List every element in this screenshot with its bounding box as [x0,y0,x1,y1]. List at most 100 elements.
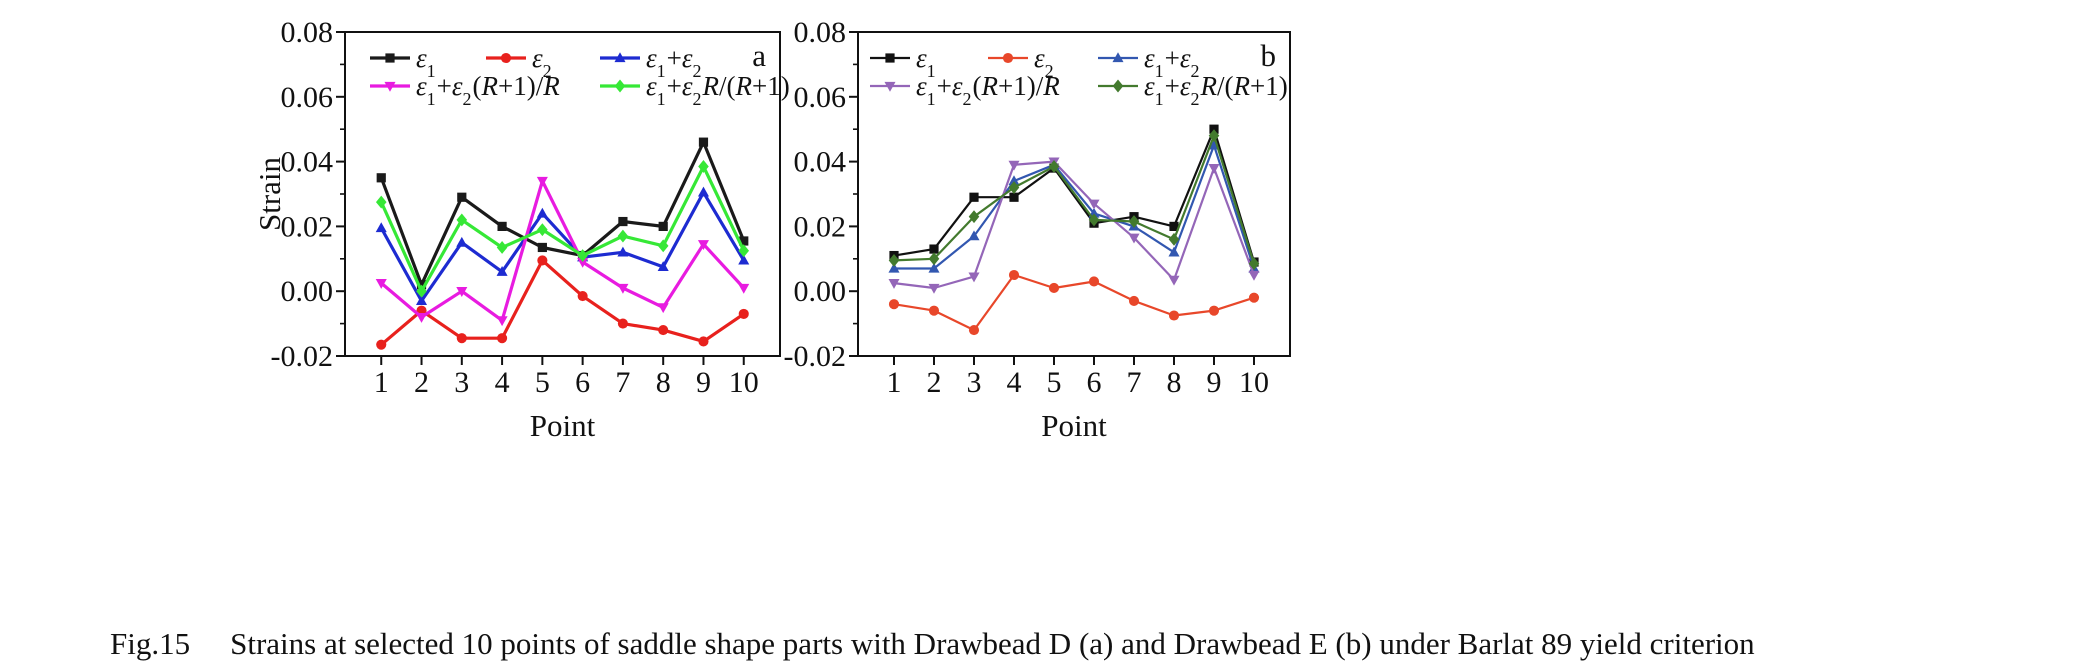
data-point [888,253,900,267]
data-point [456,213,468,227]
x-tick-label: 1 [374,366,389,399]
panel-label: a [752,38,766,73]
x-tick-label: 9 [1207,366,1222,399]
data-point [1088,213,1100,227]
legend-marker [884,81,896,92]
data-point [1168,275,1180,286]
series-line [893,134,1256,265]
legend-marker [384,81,396,92]
caption-label: Fig.15 [110,626,191,661]
data-point [497,333,508,344]
data-point [888,299,900,310]
legend-entry-label: ε1 [916,43,936,81]
data-point [1128,295,1140,306]
series-line [380,258,745,346]
legend-marker [885,53,895,63]
data-point [1168,246,1180,257]
series-line [893,128,1256,263]
data-point [1208,163,1220,174]
x-tick-label: 3 [454,366,469,399]
data-point [1008,269,1020,281]
data-point [577,291,588,302]
data-point [537,223,548,237]
y-axis-label: Strain [252,156,287,231]
data-point [929,244,939,254]
series-line [894,144,1256,270]
y-tick-label: 0.08 [794,16,847,49]
y-tick-label: 0.06 [794,81,847,114]
data-point [577,249,588,262]
data-point [1248,270,1260,281]
legend-entry-label: ε1+ε2(R+1)/R [916,71,1060,109]
legend-entry-label: ε1 [416,43,436,81]
data-point [968,210,980,224]
data-point [416,295,428,306]
data-point [617,283,629,294]
figure-caption: Fig.15 Strains at selected 10 points of s… [110,626,1755,662]
data-point [968,272,980,283]
data-point [738,283,750,294]
y-tick-label: 0.04 [794,146,847,179]
data-point [416,284,427,298]
data-point [658,325,669,336]
data-point [1008,175,1020,186]
data-point [658,221,668,231]
x-tick-label: 8 [1167,366,1182,399]
series-line [379,190,746,303]
data-point [618,216,628,227]
x-tick-label: 7 [615,366,630,399]
legend-marker [385,53,395,63]
x-tick-label: 1 [887,366,902,399]
data-point [738,254,750,265]
data-point [537,255,548,266]
data-point [1048,160,1060,173]
legend-marker [1112,52,1124,63]
legend-entry-label: ε1+ε2 [646,43,702,81]
x-tick-label: 2 [414,366,429,399]
y-tick-label: 0.04 [281,146,334,179]
data-point [1048,282,1060,294]
legend-entry-label: ε2 [1034,43,1054,81]
data-point [1128,215,1140,228]
data-point [968,325,980,336]
x-tick-label: 9 [696,366,711,399]
data-point [376,173,386,183]
legend-entry-label: ε1+ε2 [1144,43,1200,81]
x-axis-label: Point [530,408,596,443]
data-point [496,241,508,254]
data-point [928,252,940,266]
data-point [738,308,749,319]
y-tick-label: 0.02 [281,210,334,243]
y-tick-label: 0.00 [794,275,847,308]
data-point [456,333,467,344]
legend-entry-label: ε1+ε2R/(R+1) [646,71,790,109]
data-point [968,230,980,241]
x-tick-label: 10 [1239,366,1269,399]
x-tick-label: 5 [535,366,550,399]
data-point [928,262,940,273]
data-point [375,195,387,209]
x-tick-label: 4 [1007,366,1022,399]
data-point [416,280,427,290]
x-tick-label: 4 [495,366,510,399]
x-tick-label: 2 [927,366,942,399]
data-point [617,229,629,243]
y-tick-label: 0.02 [794,210,847,243]
data-point [698,160,709,173]
data-point [496,316,508,327]
data-point [697,240,709,250]
data-point [457,192,467,202]
series-line [379,164,746,293]
series-line [893,273,1255,332]
legend-marker [1112,79,1124,93]
x-tick-label: 6 [575,366,590,399]
series-line [379,140,746,287]
data-point [376,339,387,350]
data-point [456,287,468,297]
data-point [1248,292,1260,303]
x-tick-label: 5 [1047,366,1062,399]
legend-marker [500,52,512,64]
data-point [1169,221,1179,231]
data-point [375,222,387,233]
